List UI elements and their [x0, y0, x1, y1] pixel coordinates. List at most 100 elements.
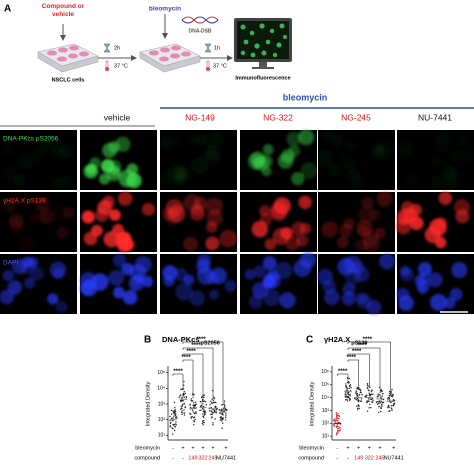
dot — [348, 396, 350, 398]
dot — [201, 396, 203, 398]
cell — [379, 253, 396, 270]
cell — [427, 272, 443, 288]
cell — [417, 262, 433, 277]
dot — [203, 416, 205, 419]
dot — [203, 396, 205, 399]
cell — [205, 271, 219, 285]
dot — [357, 404, 360, 406]
dot — [336, 416, 338, 419]
cell — [264, 272, 282, 289]
dot — [380, 406, 382, 408]
dot — [194, 403, 197, 406]
dot — [199, 400, 202, 403]
dot — [222, 403, 224, 406]
dot — [185, 395, 187, 398]
cell — [262, 143, 274, 155]
dot — [202, 400, 204, 402]
cell — [336, 236, 349, 249]
cell — [3, 143, 14, 154]
dot — [356, 407, 359, 410]
row-name: bleomycin — [299, 445, 324, 451]
cell — [53, 267, 65, 280]
dot — [203, 408, 205, 411]
dot — [336, 414, 338, 416]
dot — [344, 399, 347, 401]
dot — [203, 400, 205, 402]
dot — [333, 425, 336, 427]
cell — [449, 149, 463, 163]
y-tick-label: 10³ — [158, 401, 166, 407]
dot — [345, 393, 347, 396]
dot — [335, 418, 337, 420]
significance-label: **** — [338, 369, 348, 375]
dot — [190, 417, 193, 419]
dot — [366, 400, 368, 402]
dot — [193, 419, 195, 422]
row-label: γH2A.X pS139 — [3, 198, 46, 205]
dot — [393, 402, 396, 404]
cell — [102, 195, 115, 208]
dot — [225, 413, 227, 415]
group-label: - — [336, 445, 338, 451]
dot — [387, 407, 389, 409]
cell-cluster — [0, 256, 68, 313]
dot — [392, 405, 395, 407]
significance-label: **** — [181, 355, 191, 361]
dot — [192, 416, 195, 419]
dot — [348, 387, 351, 390]
significance-bracket — [182, 359, 194, 399]
cell-cluster — [81, 191, 155, 253]
dot — [180, 405, 182, 408]
cell — [189, 290, 205, 306]
dot — [366, 383, 369, 385]
y-tick-label: 10⁶ — [321, 369, 329, 375]
cell — [13, 173, 26, 186]
dot — [193, 405, 195, 408]
dot — [189, 406, 192, 409]
cell — [126, 172, 142, 189]
dot — [389, 390, 391, 393]
cell — [9, 218, 24, 233]
group-label: - — [182, 455, 184, 461]
cell — [298, 129, 315, 146]
dot — [214, 411, 216, 413]
dot — [369, 398, 372, 400]
group-label: + — [201, 445, 204, 451]
cell — [18, 153, 34, 170]
dot — [392, 403, 395, 405]
thermometer-icon — [206, 60, 210, 71]
dot — [178, 396, 180, 399]
group-label: - — [172, 455, 174, 461]
dot — [390, 394, 392, 396]
cell-cluster — [3, 143, 75, 186]
cell — [444, 297, 456, 309]
cell — [288, 144, 301, 157]
dot — [221, 420, 223, 422]
dot — [367, 400, 369, 402]
dot — [181, 413, 183, 416]
dot — [225, 408, 228, 411]
dot — [336, 432, 338, 434]
dot — [350, 386, 352, 389]
cell — [175, 282, 194, 301]
dot — [368, 407, 370, 409]
dot — [381, 404, 383, 406]
group-label: NU7441 — [384, 455, 404, 461]
treatment-header: bleomycin — [283, 92, 328, 102]
cell — [371, 143, 383, 155]
cell — [430, 293, 448, 312]
dot — [201, 405, 203, 407]
dot — [215, 401, 217, 404]
dot — [191, 409, 194, 412]
y-tick-label: 10¹ — [322, 433, 330, 439]
dot — [195, 412, 197, 414]
column-header: NG-322 — [263, 112, 293, 122]
cell-cluster — [318, 130, 386, 183]
dot — [183, 414, 186, 416]
dot — [359, 388, 361, 390]
dot — [224, 408, 227, 411]
cell-cluster — [79, 253, 154, 305]
dot — [387, 397, 389, 399]
dot — [213, 397, 216, 400]
dot — [345, 385, 347, 387]
